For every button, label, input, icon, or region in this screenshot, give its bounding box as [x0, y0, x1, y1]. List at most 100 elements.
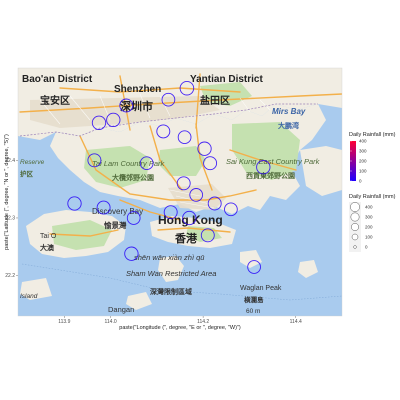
x-axis-title: paste("Longitude (", degree, "E or ", de…: [119, 325, 241, 331]
rainfall-point: [177, 130, 192, 145]
color-legend-title: Daily Rainfall (mm): [349, 132, 396, 138]
map-label: 护区: [20, 169, 34, 178]
y-axis: 22.2 22.3 22.4: [5, 158, 18, 279]
rainfall-point: [126, 211, 141, 225]
x-tick-label: 114.4: [290, 319, 302, 325]
x-tick-label: 113.9: [58, 319, 70, 325]
park-tai-lam: [84, 146, 150, 188]
map-label: Sham Wan Restricted Area: [126, 269, 216, 278]
size-legend-label: 200: [365, 225, 373, 230]
x-tick-label: 114.0: [104, 319, 116, 325]
y-tick-label: 22.2: [5, 273, 15, 279]
map-label: Tai Lam Country Park: [92, 159, 166, 168]
color-legend-label: 100: [359, 169, 367, 174]
urban-kowloon: [168, 184, 226, 210]
data-points-layer: [67, 80, 271, 274]
color-legend-bar: [350, 141, 356, 181]
rainfall-point: [87, 153, 102, 168]
rainfall-point: [91, 115, 107, 130]
map-label: Waglan Peak: [240, 285, 282, 292]
size-legend-label: 0: [365, 245, 368, 250]
map-panel: Bao'an District Shenzhen Yantian Distric…: [18, 68, 342, 316]
size-legend-circle: [350, 212, 360, 222]
land-small-island: [240, 250, 262, 268]
map-label: 愉景灣: [104, 220, 127, 230]
boundary-line: [19, 103, 318, 137]
size-legend-circle: [351, 223, 359, 231]
size-legend-title: Daily Rainfall (mm): [349, 194, 396, 200]
rainfall-point: [200, 228, 215, 243]
rainfall-point: [176, 176, 191, 191]
map-label: Tai O: [40, 233, 57, 240]
rainfall-point: [256, 160, 271, 175]
park-shing-mun: [158, 146, 206, 176]
map-label: Island: [20, 293, 38, 300]
map-label: Discovery Bay: [92, 207, 143, 216]
size-legend-label: 300: [365, 215, 373, 220]
rainfall-point: [179, 80, 195, 96]
size-legend-label: 100: [365, 235, 373, 240]
map-label: 宝安区: [40, 94, 70, 107]
map-label: Yantian District: [190, 74, 263, 85]
rainfall-point: [197, 141, 212, 156]
map-label: 盐田区: [200, 94, 230, 107]
map-label: Reserve: [20, 159, 45, 166]
rainfall-point: [156, 124, 171, 139]
size-legend-circle: [353, 245, 357, 249]
map-label: 深灣限制區域: [150, 287, 192, 296]
maritime-boundary: [21, 263, 342, 301]
rainfall-point: [106, 112, 121, 128]
rainfall-point: [163, 205, 178, 220]
x-axis: 113.9 114.0 114.2 114.4: [58, 316, 302, 325]
color-legend-label: 200: [359, 159, 367, 164]
map-label: Sai Kung East Country Park: [226, 157, 321, 166]
map-label: 香港: [174, 231, 198, 245]
rainfall-point: [124, 246, 139, 261]
x-tick-label: 114.2: [197, 319, 209, 325]
size-legend-circle: [351, 233, 359, 241]
rainfall-point: [203, 156, 218, 171]
color-legend-labels: 400 300 200 100 0: [350, 139, 367, 184]
rainfall-point: [67, 196, 82, 211]
rainfall-point: [139, 156, 154, 171]
size-legend-label: 400: [365, 205, 373, 210]
map-label: 西貢東郊野公園: [246, 171, 295, 180]
map-label: Bao'an District: [22, 74, 93, 85]
rainfall-point: [247, 260, 261, 274]
map-label: Dangan: [108, 305, 134, 314]
rainfall-point: [189, 188, 204, 202]
size-legend: Daily Rainfall (mm) 400 300 200 100 0: [349, 194, 396, 252]
minor-roads: [39, 93, 271, 209]
rainfall-point: [119, 98, 134, 113]
color-legend-label: 300: [359, 149, 367, 154]
rainfall-point: [207, 196, 222, 211]
map-label: shēn wān xiàn zhì qū: [134, 253, 205, 262]
land-small-island: [126, 292, 152, 310]
map-label: Hong Kong: [158, 213, 223, 227]
rainfall-point: [161, 92, 176, 107]
y-axis-title: paste("Latitude (", degree, "N or ", deg…: [4, 134, 10, 250]
land-small-island: [20, 278, 52, 300]
y-tick-label: 22.3: [5, 216, 15, 222]
panel-border: [17, 67, 343, 317]
color-legend: Daily Rainfall (mm) 400 300 200 100 0: [349, 132, 396, 184]
size-legend-circle: [350, 202, 360, 212]
map-labels: Bao'an District Shenzhen Yantian Distric…: [20, 74, 321, 315]
land-small-island: [298, 260, 318, 278]
land-eastern-peninsula: [300, 146, 342, 196]
rainfall-point: [182, 210, 197, 226]
rainfall-point: [224, 202, 238, 217]
map-label: 大鹏湾: [278, 121, 299, 130]
rainfall-point: [96, 200, 111, 215]
map-label: 60 m: [246, 308, 260, 315]
road-network: [19, 73, 342, 237]
map-label: 大澳: [40, 243, 55, 252]
map-label: 深圳市: [120, 99, 153, 113]
map-label: 横瀾島: [244, 295, 264, 304]
park-sai-kung: [232, 122, 300, 180]
land-lamma-island: [158, 256, 184, 282]
size-legend-items: 400 300 200 100 0: [349, 202, 373, 252]
color-legend-label: 0: [359, 179, 362, 184]
map-label: 大欖郊野公園: [112, 173, 154, 182]
